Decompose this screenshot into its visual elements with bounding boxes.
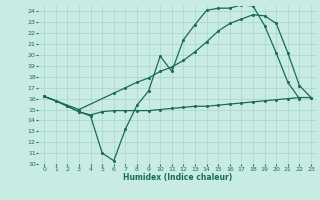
X-axis label: Humidex (Indice chaleur): Humidex (Indice chaleur): [123, 173, 232, 182]
